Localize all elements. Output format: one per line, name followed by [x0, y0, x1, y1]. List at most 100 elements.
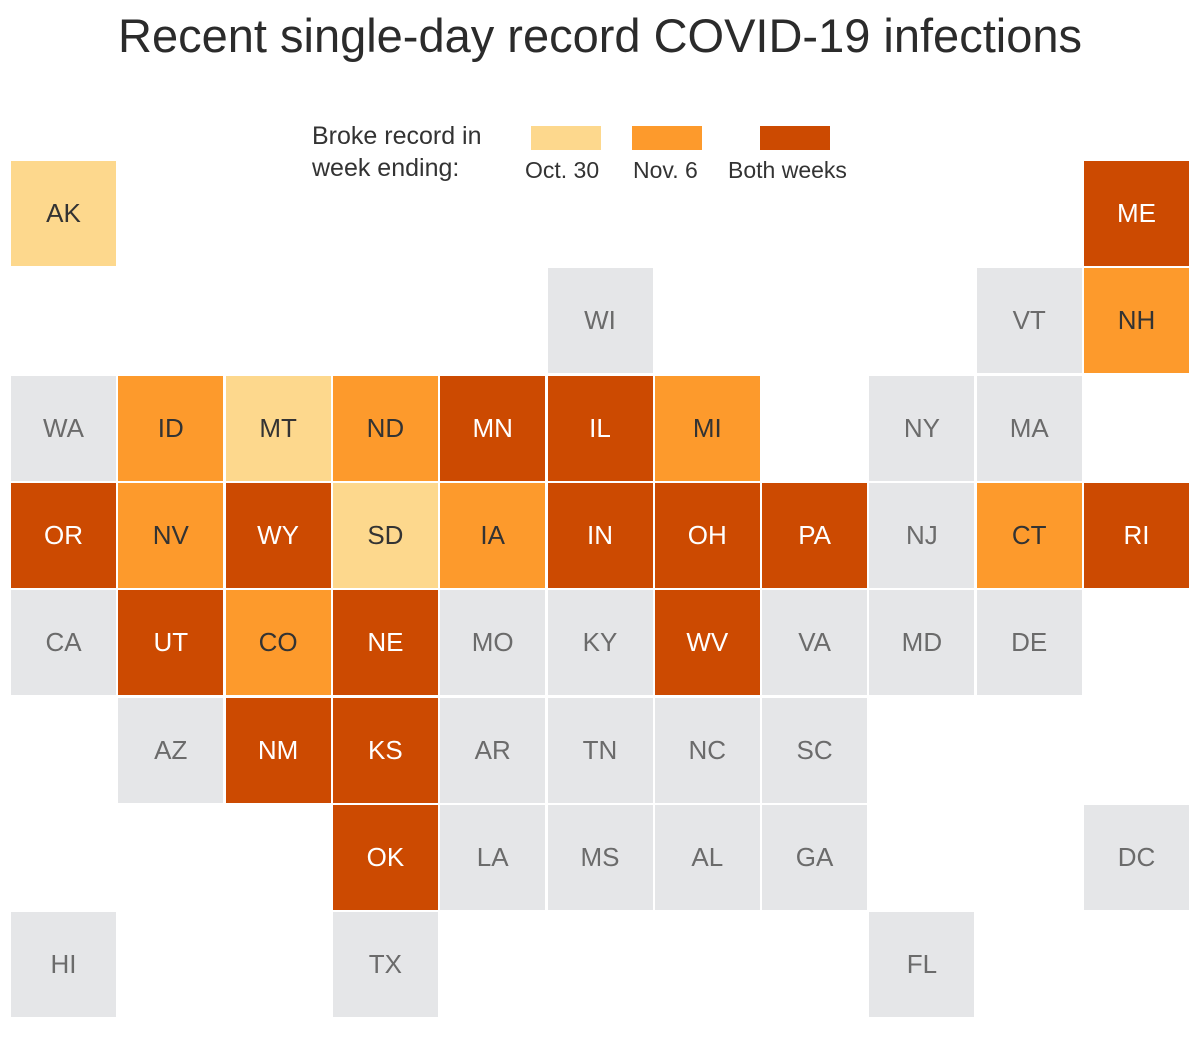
state-label-sc: SC — [796, 734, 833, 765]
state-label-fl: FL — [906, 949, 938, 980]
state-label-ma: MA — [1009, 412, 1049, 443]
state-tile-nc: NC — [654, 697, 760, 803]
state-label-ky: KY — [582, 627, 618, 658]
state-tile-id: ID — [118, 375, 224, 481]
state-tile-hi: HI — [11, 912, 116, 1018]
state-label-wa: WA — [43, 412, 84, 443]
state-tile-ri: RI — [1084, 482, 1189, 588]
state-label-mt: MT — [259, 412, 297, 443]
state-tile-or: OR — [11, 482, 116, 588]
state-label-ut: UT — [153, 627, 189, 658]
state-tile-ms: MS — [547, 804, 653, 910]
state-tile-az: AZ — [118, 697, 224, 803]
state-tile-tx: TX — [332, 912, 438, 1018]
state-label-mn: MN — [472, 412, 513, 443]
legend-title: Broke record in week ending: — [312, 122, 482, 182]
state-tile-sc: SC — [762, 697, 868, 803]
state-tile-wy: WY — [225, 482, 331, 588]
state-label-ne: NE — [367, 627, 404, 658]
state-tile-mo: MO — [440, 590, 546, 696]
state-tile-al: AL — [654, 804, 760, 910]
state-tile-fl: FL — [869, 912, 975, 1018]
state-tile-nh: NH — [1084, 268, 1189, 374]
state-tile-pa: PA — [762, 482, 868, 588]
legend-swatch-nov6 — [632, 126, 702, 150]
state-tile-mn: MN — [440, 375, 546, 481]
state-tile-nd: ND — [332, 375, 438, 481]
state-label-ny: NY — [903, 412, 940, 443]
state-tile-nj: NJ — [869, 482, 975, 588]
state-label-dc: DC — [1117, 841, 1156, 872]
state-label-wi: WI — [584, 305, 616, 336]
state-tile-ak: AK — [11, 161, 116, 266]
state-label-nh: NH — [1117, 305, 1156, 336]
state-label-nj: NJ — [906, 519, 938, 550]
legend-label-nov6: Nov. 6 — [633, 157, 698, 183]
state-label-al: AL — [691, 841, 724, 872]
state-label-ri: RI — [1123, 519, 1150, 550]
state-label-md: MD — [901, 627, 943, 658]
state-tile-ny: NY — [869, 375, 975, 481]
state-label-la: LA — [476, 841, 509, 872]
state-tile-ct: CT — [976, 482, 1082, 588]
state-tile-sd: SD — [332, 482, 438, 588]
state-label-hi: HI — [50, 949, 77, 980]
state-tile-nv: NV — [118, 482, 224, 588]
state-label-ak: AK — [46, 198, 81, 228]
state-tile-co: CO — [225, 590, 331, 696]
state-tile-vt: VT — [976, 268, 1082, 374]
state-label-nm: NM — [257, 734, 299, 765]
state-tile-ca: CA — [11, 590, 116, 696]
state-tile-va: VA — [762, 590, 868, 696]
state-tile-ma: MA — [976, 375, 1082, 481]
state-label-de: DE — [1011, 627, 1048, 658]
state-tile-ok: OK — [332, 804, 438, 910]
legend-label-oct30: Oct. 30 — [525, 157, 600, 183]
state-label-ms: MS — [580, 841, 620, 872]
state-label-il: IL — [589, 412, 611, 443]
state-tile-de: DE — [976, 590, 1082, 696]
state-label-mi: MI — [692, 412, 722, 443]
state-tile-la: LA — [440, 804, 546, 910]
legend-swatch-both — [760, 126, 830, 150]
state-tile-mi: MI — [654, 375, 760, 481]
state-label-me: ME — [1117, 198, 1156, 228]
legend-label-both: Both weeks — [728, 157, 847, 183]
state-tile-nm: NM — [225, 697, 331, 803]
state-tile-tn: TN — [547, 697, 653, 803]
state-tile-ne: NE — [332, 590, 438, 696]
state-label-tx: TX — [368, 949, 402, 980]
state-label-nv: NV — [152, 519, 189, 550]
state-label-in: IN — [587, 519, 613, 550]
state-tile-me: ME — [1084, 161, 1189, 266]
state-tile-mt: MT — [225, 375, 331, 481]
state-label-pa: PA — [798, 519, 831, 550]
state-label-ks: KS — [368, 734, 403, 765]
state-tile-wa: WA — [11, 375, 116, 481]
state-label-az: AZ — [154, 734, 188, 765]
state-tile-oh: OH — [654, 482, 760, 588]
state-label-oh: OH — [687, 519, 727, 550]
state-tile-wi: WI — [547, 268, 653, 374]
state-label-mo: MO — [471, 627, 514, 658]
state-tile-wv: WV — [654, 590, 760, 696]
state-label-wv: WV — [686, 627, 729, 658]
state-label-nd: ND — [366, 412, 405, 443]
state-label-ar: AR — [474, 734, 511, 765]
state-label-sd: SD — [367, 519, 404, 550]
state-label-ia: IA — [480, 519, 505, 550]
state-label-nc: NC — [688, 734, 727, 765]
state-label-vt: VT — [1012, 305, 1046, 336]
legend-swatch-oct30 — [531, 126, 601, 150]
state-tile-il: IL — [547, 375, 653, 481]
state-label-wy: WY — [257, 519, 300, 550]
state-tile-dc: DC — [1084, 804, 1189, 910]
state-tile-ga: GA — [762, 804, 868, 910]
chart-title: Recent single-day record COVID-19 infect… — [118, 9, 1082, 62]
state-tile-ks: KS — [332, 697, 438, 803]
state-label-ca: CA — [45, 627, 82, 658]
state-tile-ut: UT — [118, 590, 224, 696]
state-label-id: ID — [157, 412, 184, 443]
state-label-tn: TN — [582, 734, 618, 765]
